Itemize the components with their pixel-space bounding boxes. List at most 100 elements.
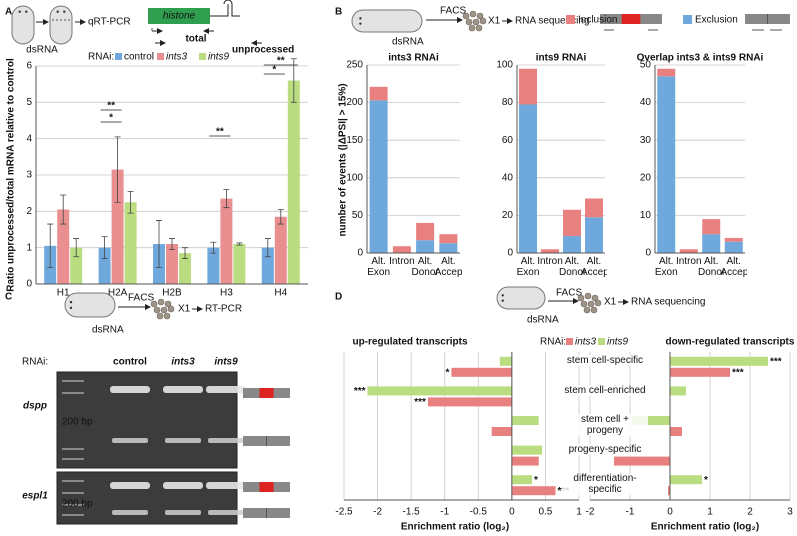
bar-segment: [657, 68, 676, 77]
eye: [63, 10, 66, 13]
bar: [274, 216, 287, 284]
significance: ***: [732, 367, 744, 378]
band: [163, 482, 203, 489]
facs-label: FACS: [440, 6, 466, 17]
error-bar: [73, 238, 80, 258]
bar-segment: [679, 249, 698, 253]
x-tick-label: 2: [747, 507, 753, 518]
significance: *: [704, 475, 708, 486]
bar-segment: [724, 241, 743, 253]
planarian: [496, 286, 546, 310]
band: [112, 438, 148, 443]
legend-label: ints3: [575, 337, 597, 348]
bar-segment: [585, 217, 603, 253]
total-label: total: [185, 34, 206, 45]
cell: [157, 298, 165, 306]
bar-segment: [369, 100, 388, 254]
x-tick-label-box: Alt. Donor: [698, 256, 725, 278]
error-bar: [277, 209, 284, 225]
y-tick-label: 150: [346, 135, 363, 146]
x-tick-label: H3: [220, 288, 233, 299]
eye: [501, 299, 504, 302]
ladder-band: [62, 514, 84, 516]
alt-exon: [259, 482, 274, 492]
x-tick-label-box: Alt. Accep.: [435, 256, 462, 278]
legend-swatch: [199, 53, 206, 60]
bar: [632, 416, 670, 425]
y-axis-title: Ratio unprocessed/total mRNA relative to…: [6, 58, 17, 292]
x-tick-label: -1.5: [403, 507, 421, 518]
cell: [153, 306, 161, 314]
ladder-band: [62, 458, 84, 460]
planarian: [49, 5, 73, 45]
x-tick-label-box: Alt. Donor: [412, 256, 439, 278]
bar: [367, 386, 512, 396]
bar: [511, 486, 556, 496]
significance: ***: [770, 356, 782, 367]
y-tick-label: 20: [640, 172, 652, 183]
x-tick-label: -1: [440, 507, 449, 518]
x-tick-label: Alt. Exon: [654, 256, 678, 278]
bar: [124, 202, 137, 284]
eye: [18, 10, 21, 13]
y-tick-label: 20: [502, 210, 514, 221]
category-label-box: stem cell + progeny: [562, 414, 648, 437]
category-label: progeny-specific: [562, 443, 648, 455]
ladder-band: [62, 392, 84, 394]
x-tick-label: Alt. Accep.: [581, 256, 607, 278]
bar: [511, 475, 532, 485]
error-bar: [290, 58, 297, 103]
category-label: stem cell-specific: [562, 355, 648, 366]
significance: **: [216, 127, 224, 138]
y-tick-label: 80: [502, 97, 514, 108]
cell: [577, 294, 585, 302]
ladder-band: [62, 480, 84, 482]
subplot-title: down-regulated transcripts: [666, 337, 795, 348]
error-bar: [114, 136, 121, 203]
bar-segment: [657, 76, 676, 253]
hairpin: [210, 0, 240, 17]
planarian: [64, 292, 116, 318]
eye: [69, 306, 73, 310]
dsrna-label: dsRNA: [26, 45, 58, 56]
cell: [580, 300, 588, 308]
bar-segment: [416, 240, 435, 253]
y-tick-label: 3: [26, 170, 32, 181]
cell: [468, 24, 476, 32]
bar: [670, 367, 730, 377]
bar: [233, 244, 246, 284]
cell: [465, 18, 473, 26]
bar-segment: [439, 234, 458, 244]
y-tick-label: 2: [26, 206, 32, 217]
ladder-band: [62, 380, 84, 382]
x-tick-label: Alt. Exon: [516, 256, 540, 278]
legend-label: Exclusion: [695, 15, 738, 26]
alt-exon: [259, 388, 274, 398]
subplot-title: up-regulated transcripts: [352, 337, 467, 348]
bar: [179, 253, 191, 284]
x-tick-label: H1: [57, 288, 70, 299]
category-label: stem cell + progeny: [562, 414, 648, 437]
significance: ***: [414, 397, 426, 408]
band: [112, 510, 148, 515]
y-tick-label: 50: [640, 60, 652, 71]
significance: *: [534, 475, 538, 486]
eye: [25, 10, 28, 13]
x-tick-label: H2A: [108, 288, 128, 299]
y-tick-label: 0: [645, 248, 651, 259]
bar-segment: [439, 243, 458, 253]
cell: [164, 300, 172, 308]
y-tick-label: 100: [496, 60, 513, 71]
x-tick-label-box: Alt. Accep.: [581, 256, 607, 278]
cell: [156, 312, 164, 320]
x-tick-label: -1: [626, 507, 635, 518]
bar: [511, 416, 539, 425]
gene-label: dspp: [23, 401, 47, 412]
legend-swatch: [683, 15, 692, 24]
category-label-box: differentiation-specific: [562, 473, 648, 496]
band: [165, 438, 201, 443]
x1-label: X1: [178, 304, 191, 315]
legend-label: control: [124, 52, 154, 63]
band: [208, 510, 244, 515]
